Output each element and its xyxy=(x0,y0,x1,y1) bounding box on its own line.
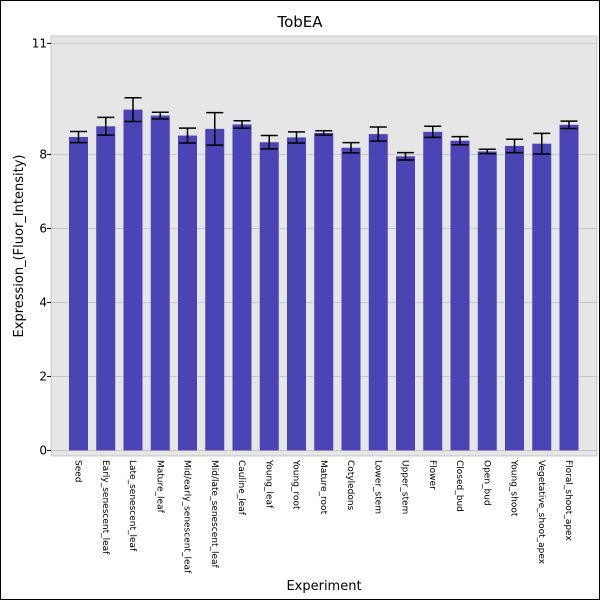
bar xyxy=(259,142,279,451)
bar xyxy=(178,135,197,451)
bar xyxy=(287,137,306,451)
bar xyxy=(205,128,225,451)
y-tick-label: 2 xyxy=(39,369,47,383)
x-tick-label: Late_senescent_leaf xyxy=(127,460,137,552)
x-tick-label: Closed_bud xyxy=(454,460,464,512)
y-tick-label: 4 xyxy=(39,295,47,309)
x-tick-label: Young_root xyxy=(291,459,301,510)
x-tick-label: Mid/early_senescent_leaf xyxy=(182,460,192,574)
y-axis-label: Expression_(Fluor_Intensity) xyxy=(12,155,27,338)
x-tick-label: Cauline_leaf xyxy=(236,460,246,516)
x-tick-label: Vegetative_shoot_apex xyxy=(536,460,546,565)
y-axis: 0 2 4 6 8 11 xyxy=(32,36,51,457)
bar xyxy=(123,109,143,451)
x-tick-label: Early_senescent_leaf xyxy=(100,460,110,555)
y-tick-label: 0 xyxy=(39,443,47,457)
bar xyxy=(559,124,579,451)
y-tick-label: 6 xyxy=(39,221,47,235)
bar xyxy=(450,140,470,451)
bar xyxy=(314,132,334,451)
x-axis-label: Experiment xyxy=(286,579,361,594)
x-tick-label: Mid/late_senescent_leaf xyxy=(209,460,219,569)
x-tick-label: Open_bud xyxy=(481,460,491,506)
bar xyxy=(232,124,252,451)
bar xyxy=(341,147,361,451)
bar xyxy=(423,131,443,451)
chart-title: TobEA xyxy=(276,13,323,31)
bar xyxy=(396,156,415,451)
x-tick-label: Young_leaf xyxy=(263,459,273,509)
bar xyxy=(69,137,88,451)
bar xyxy=(150,115,170,451)
x-tick-label: Floral_shoot_apex xyxy=(563,460,573,541)
bar xyxy=(505,145,524,451)
x-tick-label: Seed xyxy=(73,460,83,483)
y-tick-label: 8 xyxy=(39,147,47,161)
bar xyxy=(96,126,116,451)
error-bars-group xyxy=(70,97,578,161)
x-tick-label: Mature_leaf xyxy=(154,460,164,514)
x-tick-labels: Seed Early_senescent_leaf Late_senescent_l… xyxy=(73,459,574,574)
x-tick-label: Young_shoot xyxy=(509,459,519,517)
x-tick-label: Lower_stem xyxy=(372,460,382,514)
x-tick-label: Cotyledons xyxy=(345,460,355,511)
x-tick-label: Mature_root xyxy=(318,460,328,515)
bar xyxy=(477,151,497,451)
y-tick-label: 11 xyxy=(32,36,47,50)
bar xyxy=(532,143,552,451)
x-tick-label: Flower xyxy=(427,460,437,490)
x-tick-label: Upper_stem xyxy=(400,460,410,514)
bars-group xyxy=(69,109,579,451)
bar xyxy=(368,134,388,451)
